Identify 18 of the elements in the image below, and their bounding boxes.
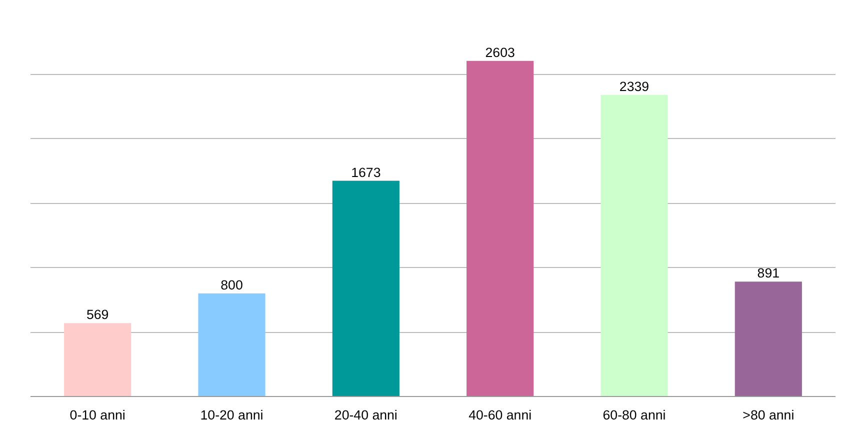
x-tick-label: 10-20 anni	[200, 408, 264, 422]
data-label: 800	[220, 277, 243, 292]
data-label: 1673	[351, 164, 381, 180]
x-tick-label: >80 anni	[742, 408, 794, 422]
bar	[198, 293, 266, 396]
data-label: 2603	[485, 44, 515, 60]
data-label: 569	[86, 307, 109, 322]
x-tick-label: 40-60 anni	[468, 408, 532, 422]
x-tick-label: 20-40 anni	[334, 408, 398, 422]
data-label: 891	[757, 266, 780, 281]
bar	[600, 94, 668, 396]
x-tick-label: 0-10 anni	[70, 408, 126, 422]
data-label: 2339	[619, 78, 650, 94]
bar	[332, 180, 400, 396]
bar	[734, 282, 802, 396]
bar	[64, 323, 132, 396]
bar	[466, 60, 534, 396]
x-tick-label: 60-80 anni	[602, 408, 666, 422]
